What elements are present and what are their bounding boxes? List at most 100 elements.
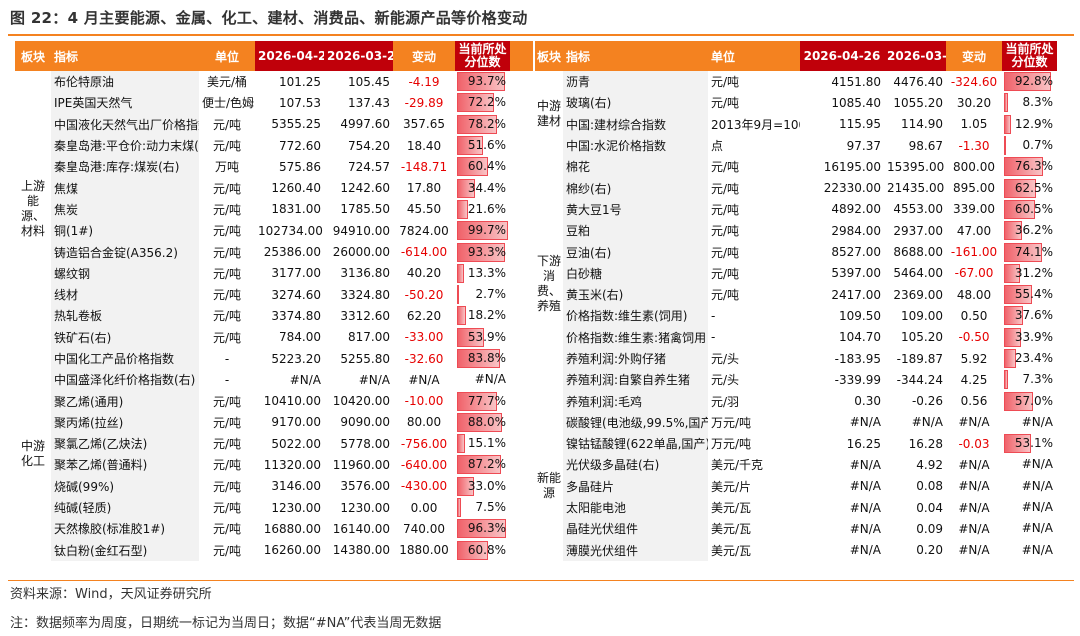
unit-cell: 美元/瓦 bbox=[711, 543, 752, 558]
value-2026-03-29: 4553.00 bbox=[893, 202, 943, 217]
unit-cell: 元/吨 bbox=[711, 288, 740, 303]
unit-cell: 元/吨 bbox=[212, 415, 242, 430]
percentile-cell: 55.4% bbox=[1002, 284, 1057, 305]
unit-cell: 万元/吨 bbox=[711, 437, 752, 452]
percentile-cell: 34.4% bbox=[455, 177, 510, 198]
percentile-value: 99.7% bbox=[467, 223, 506, 238]
percentile-value: 34.4% bbox=[467, 180, 506, 195]
unit-cell: 元/吨 bbox=[212, 437, 242, 452]
percentile-value: 7.3% bbox=[1022, 372, 1054, 387]
value-2026-03-29: 11960.00 bbox=[332, 457, 390, 472]
percentile-cell: 76.3% bbox=[1002, 156, 1057, 177]
percentile-cell: 53.9% bbox=[455, 327, 510, 348]
percentile-cell: 13.3% bbox=[455, 263, 510, 284]
percentile-value: 37.6% bbox=[1014, 308, 1053, 323]
col-header-date2: 2026-03-29 bbox=[324, 41, 393, 71]
value-2026-03-29: 754.20 bbox=[348, 138, 390, 153]
percentile-bar-track: 8.3% bbox=[1004, 93, 1055, 113]
change-cell: -148.71 bbox=[400, 159, 448, 174]
indicator-name: 焦煤 bbox=[51, 177, 199, 199]
percentile-bar bbox=[1004, 199, 1035, 219]
unit-cell: 元/吨 bbox=[212, 139, 242, 154]
percentile-cell: 21.6% bbox=[455, 199, 510, 220]
percentile-cell: 18.2% bbox=[455, 305, 510, 326]
percentile-bar-track: 21.6% bbox=[457, 199, 508, 219]
percentile-bar-track: 7.3% bbox=[1004, 370, 1055, 390]
change-cell: 357.65 bbox=[403, 117, 445, 132]
percentile-bar bbox=[457, 306, 467, 326]
value-2026-04-26: 784.00 bbox=[279, 330, 321, 345]
value-2026-04-26: 97.37 bbox=[846, 138, 881, 153]
unit-cell: 元/吨 bbox=[212, 181, 242, 196]
change-cell: 800.00 bbox=[953, 159, 995, 174]
change-cell: -32.60 bbox=[404, 351, 444, 366]
table-row: 天然橡胶(标准胶1#) 元/吨 16880.00 16140.00 740.00 96.3… bbox=[15, 518, 533, 540]
value-2026-04-26: 107.53 bbox=[279, 95, 321, 110]
indicator-name: 多晶硅片 bbox=[563, 475, 708, 497]
change-cell: 62.20 bbox=[406, 308, 442, 323]
table-row: 中国液化天然气出厂价格指数 元/吨 5355.25 4997.60 357.65 78.2… bbox=[15, 113, 533, 135]
value-2026-03-29: 16.28 bbox=[908, 436, 943, 451]
change-cell: -10.00 bbox=[404, 394, 444, 409]
unit-cell: 便士/色姆 bbox=[202, 96, 255, 111]
table-row: 光伏级多晶硅(右) 美元/千克 #N/A 4.92 #N/A #N/A bbox=[535, 454, 1057, 476]
percentile-cell: 0.7% bbox=[1002, 135, 1057, 156]
value-2026-04-26: #N/A bbox=[849, 457, 881, 472]
value-2026-03-29: 3136.80 bbox=[340, 266, 390, 281]
percentile-bar-track: 96.3% bbox=[457, 519, 508, 539]
unit-cell: 美元/瓦 bbox=[711, 522, 752, 537]
percentile-value: 88.0% bbox=[467, 414, 506, 429]
value-2026-04-26: 3374.80 bbox=[271, 308, 321, 323]
percentile-cell: 31.2% bbox=[1002, 263, 1057, 284]
percentile-bar bbox=[1004, 370, 1008, 390]
row-spacer bbox=[510, 390, 533, 411]
change-cell: -0.50 bbox=[958, 330, 990, 345]
table-row: 热轧卷板 元/吨 3374.80 3312.60 62.20 18.2% bbox=[15, 305, 533, 327]
percentile-cell: 12.9% bbox=[1002, 114, 1057, 135]
percentile-bar-track: 76.3% bbox=[1004, 157, 1055, 177]
indicator-name: 天然橡胶(标准胶1#) bbox=[51, 518, 199, 540]
row-spacer bbox=[510, 156, 533, 177]
percentile-cell: 7.5% bbox=[455, 497, 510, 518]
indicator-name: 聚丙烯(拉丝) bbox=[51, 411, 199, 434]
value-2026-03-29: 1242.60 bbox=[340, 181, 390, 196]
group-label: 中游化工 bbox=[15, 347, 51, 561]
value-2026-03-29: 5255.80 bbox=[340, 351, 390, 366]
table-row: 聚苯乙烯(普通料) 元/吨 11320.00 11960.00 -640.00 87.2% bbox=[15, 454, 533, 476]
value-2026-03-29: 5778.00 bbox=[340, 436, 390, 451]
value-2026-03-29: #N/A bbox=[911, 415, 943, 430]
col-header-date2: 2026-03-29 bbox=[884, 41, 946, 71]
percentile-cell: 88.0% bbox=[455, 412, 510, 433]
percentile-value: 96.3% bbox=[467, 521, 506, 536]
change-cell: -33.00 bbox=[404, 330, 444, 345]
unit-cell: 元/吨 bbox=[212, 394, 242, 409]
percentile-bar-track: 99.7% bbox=[457, 221, 508, 241]
left-table-body: 上游能源、材料 布伦特原油 美元/桶 101.25 105.45 -4.19 93.7% IP… bbox=[15, 71, 533, 561]
value-2026-04-26: 102734.00 bbox=[258, 223, 323, 238]
table-row: 多晶硅片 美元/片 #N/A 0.08 #N/A #N/A bbox=[535, 475, 1057, 497]
table-row: 铜(1#) 元/吨 102734.00 94910.00 7824.00 99.7% bbox=[15, 220, 533, 242]
table-row: 价格指数:维生素(饲用) - 109.50 109.00 0.50 37.6% bbox=[535, 305, 1057, 327]
value-2026-04-26: 1230.00 bbox=[271, 500, 321, 515]
value-2026-04-26: 4151.80 bbox=[831, 74, 881, 89]
percentile-bar bbox=[457, 221, 508, 241]
value-2026-03-29: 1055.20 bbox=[893, 95, 943, 110]
indicator-name: 棉纱(右) bbox=[563, 177, 708, 199]
col-header-change: 变动 bbox=[946, 41, 1002, 71]
row-spacer bbox=[510, 476, 533, 497]
unit-cell: - bbox=[711, 308, 716, 323]
percentile-value: 36.2% bbox=[1014, 223, 1053, 238]
change-cell: 40.20 bbox=[406, 266, 442, 281]
title-divider bbox=[8, 34, 1074, 36]
table-row: 晶硅光伏组件 美元/瓦 #N/A 0.09 #N/A #N/A bbox=[535, 518, 1057, 540]
unit-cell: - bbox=[224, 351, 230, 366]
percentile-bar bbox=[1004, 178, 1036, 198]
change-cell: 45.50 bbox=[406, 202, 442, 217]
row-spacer bbox=[510, 135, 533, 156]
percentile-bar bbox=[1004, 136, 1006, 156]
percentile-bar-track: 34.4% bbox=[457, 178, 508, 198]
percentile-bar bbox=[1004, 349, 1016, 368]
table-row: 镍钴锰酸锂(622单晶,国产) 万元/吨 16.25 16.28 -0.03 53.1% bbox=[535, 433, 1057, 455]
percentile-value: 53.9% bbox=[467, 329, 506, 344]
table-row: 黄玉米(右) 元/吨 2417.00 2369.00 48.00 55.4% bbox=[535, 283, 1057, 306]
